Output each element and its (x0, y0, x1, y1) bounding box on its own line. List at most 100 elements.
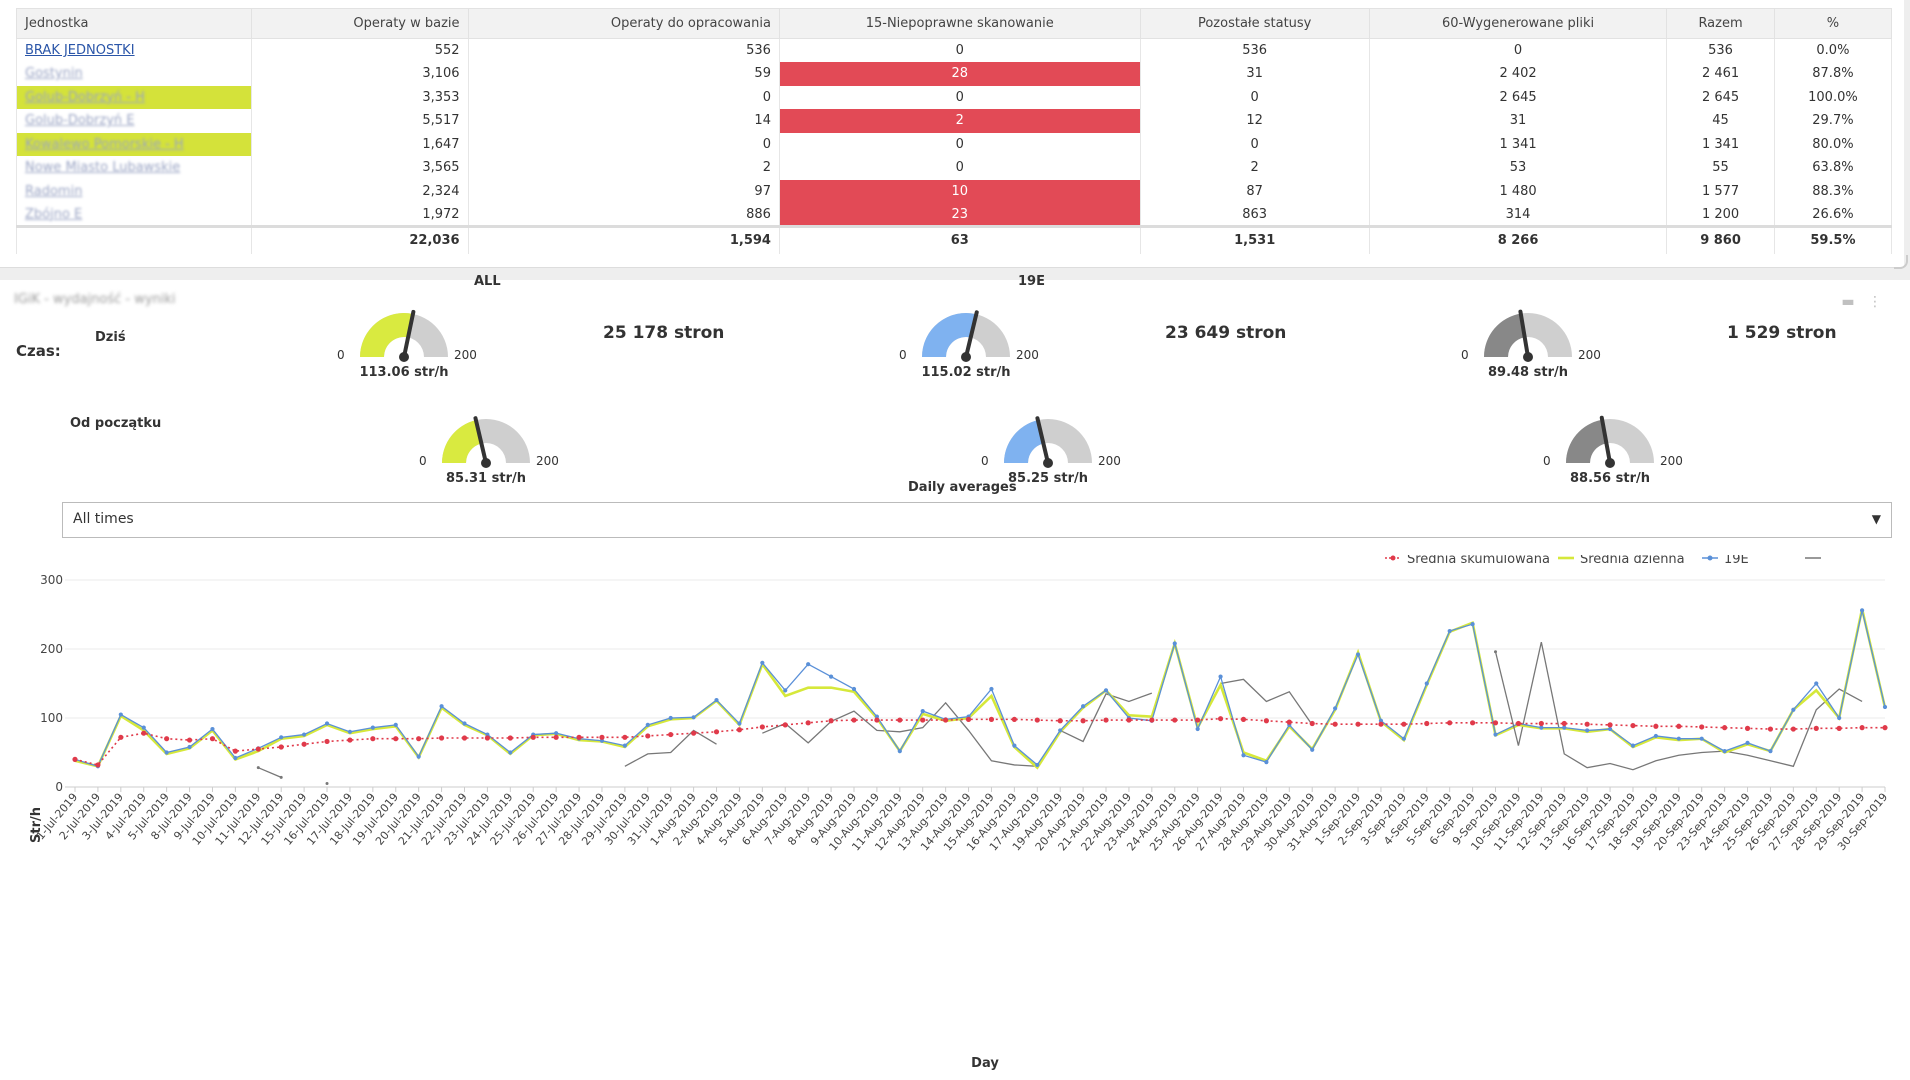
data-point (461, 735, 468, 741)
table-cell: 863 (1139, 203, 1370, 227)
gauge-fill (442, 420, 482, 463)
column-header[interactable]: Jednostka (16, 8, 252, 39)
data-point (1103, 688, 1109, 693)
gauge-hub (399, 352, 409, 362)
data-point (1286, 719, 1292, 725)
data-point (1791, 707, 1796, 712)
data-point (1310, 747, 1315, 752)
chevron-down-icon: ▼ (1871, 512, 1881, 526)
unit-name: Nowe Miasto Lubawskie (25, 160, 181, 176)
data-point (897, 749, 902, 754)
data-point (1813, 725, 1819, 731)
data-point (438, 735, 445, 741)
data-point (1057, 718, 1063, 724)
data-point (164, 736, 170, 742)
gauge-value-label: 115.02 str/h (921, 365, 1011, 380)
data-point (1699, 724, 1705, 730)
chart-grid (65, 579, 1885, 788)
unit-name: Zbójno E (25, 206, 83, 222)
data-point (806, 662, 811, 667)
data-point (874, 717, 880, 723)
data-point (645, 722, 650, 727)
table-cell: 0 (778, 38, 1141, 62)
daily-averages-title: Daily averages (908, 480, 1017, 495)
data-point (851, 717, 857, 723)
unit-link[interactable]: BRAK JEDNOSTKI (25, 43, 135, 58)
total-cell: 9 860 (1666, 225, 1775, 254)
data-point (1172, 717, 1178, 723)
column-header[interactable]: 60-Wygenerowane pliki (1368, 8, 1668, 39)
column-header[interactable]: Operaty w bazie (251, 8, 469, 39)
unit-name-cell: Golub-Dobrzyń - H (16, 85, 252, 109)
data-point (1767, 726, 1774, 732)
data-point (1355, 652, 1361, 657)
data-point (1217, 716, 1224, 722)
unit-name: Radomin (25, 183, 83, 199)
comment-icon[interactable]: ▬ (1841, 294, 1855, 310)
table-cell: 63.8% (1773, 156, 1893, 180)
data-point (1469, 720, 1476, 726)
data-point (736, 727, 743, 733)
data-point (759, 724, 765, 730)
data-point (1241, 753, 1246, 758)
column-header[interactable]: 15-Niepoprawne skanowanie (778, 8, 1141, 39)
data-point (1539, 725, 1544, 730)
data-point (1699, 736, 1704, 741)
table-cell: 1,647 (251, 132, 469, 156)
gauge-max-label: 200 (1660, 454, 1683, 468)
total-cell: 1,531 (1139, 225, 1370, 254)
gauge-value-label: 85.31 str/h (445, 471, 526, 486)
data-point (691, 715, 696, 720)
legend-label: 19E (1724, 555, 1749, 567)
total-cell: 1,594 (467, 225, 780, 254)
table-cell: 3,106 (251, 62, 469, 86)
more-menu-icon[interactable]: ⋮ (1868, 294, 1882, 310)
data-point (393, 736, 399, 742)
chart-legend: Średnia skumulowana Średnia dzienna 19E (1385, 555, 1821, 567)
data-point (1263, 718, 1269, 724)
daily-averages-chart: Średnia skumulowana Średnia dzienna 19E 01… (29, 555, 1890, 1071)
data-point (553, 734, 559, 740)
data-point (439, 704, 444, 709)
table-cell: 1 577 (1666, 179, 1775, 203)
data-point (1882, 725, 1888, 731)
table-cell: 55 (1666, 156, 1775, 180)
table-row: Golub-Dobrzyń E 5,517 14 2 12 31 45 29.7% (16, 109, 1893, 133)
data-point (1493, 732, 1498, 737)
table-cell: 0 (1139, 85, 1370, 109)
series-line (74, 608, 1887, 770)
data-point (1630, 722, 1636, 729)
data-point (1653, 733, 1658, 739)
data-point (1424, 681, 1429, 686)
gauge-min-label: 0 (1461, 348, 1469, 362)
column-header[interactable]: Pozostałe statusy (1139, 8, 1370, 39)
unit-name-cell: Kowalewo Pomorskie - H (16, 132, 252, 156)
unit-name: Golub-Dobrzyń - H (25, 89, 145, 105)
data-point (347, 737, 353, 743)
data-point (989, 686, 994, 692)
column-header[interactable]: Operaty do opracowania (467, 8, 780, 39)
table-cell: 536 (1139, 38, 1370, 62)
table-cell: 100.0% (1773, 85, 1893, 109)
table-cell: 0 (778, 85, 1141, 109)
data-point (1722, 749, 1727, 754)
gauge-value-label: 85.25 str/h (1007, 471, 1088, 486)
table-row: Gostynin 3,106 59 28 31 2 402 2 461 87.8% (16, 62, 1893, 86)
gauge-3-today (1484, 309, 1572, 362)
time-filter-select[interactable]: All times ▼ (62, 502, 1892, 538)
column-header[interactable]: Razem (1666, 8, 1775, 39)
legend-marker (1707, 555, 1713, 561)
series-line (624, 641, 1863, 771)
resize-handle[interactable] (1894, 255, 1908, 269)
pages-count-3: 1 529 stron (1727, 323, 1837, 343)
data-point (920, 717, 926, 723)
column-header[interactable]: % (1773, 8, 1893, 39)
data-point (325, 782, 329, 786)
panel-title: IGiK - wydajność - wyniki (14, 292, 176, 307)
data-point (1172, 641, 1177, 646)
table-cell: 80.0% (1773, 132, 1893, 156)
table-cell: 0 (1139, 132, 1370, 156)
y-tick-label: 200 (40, 642, 63, 656)
gauge-hub (1043, 458, 1053, 468)
gauge-1-today (360, 309, 448, 362)
